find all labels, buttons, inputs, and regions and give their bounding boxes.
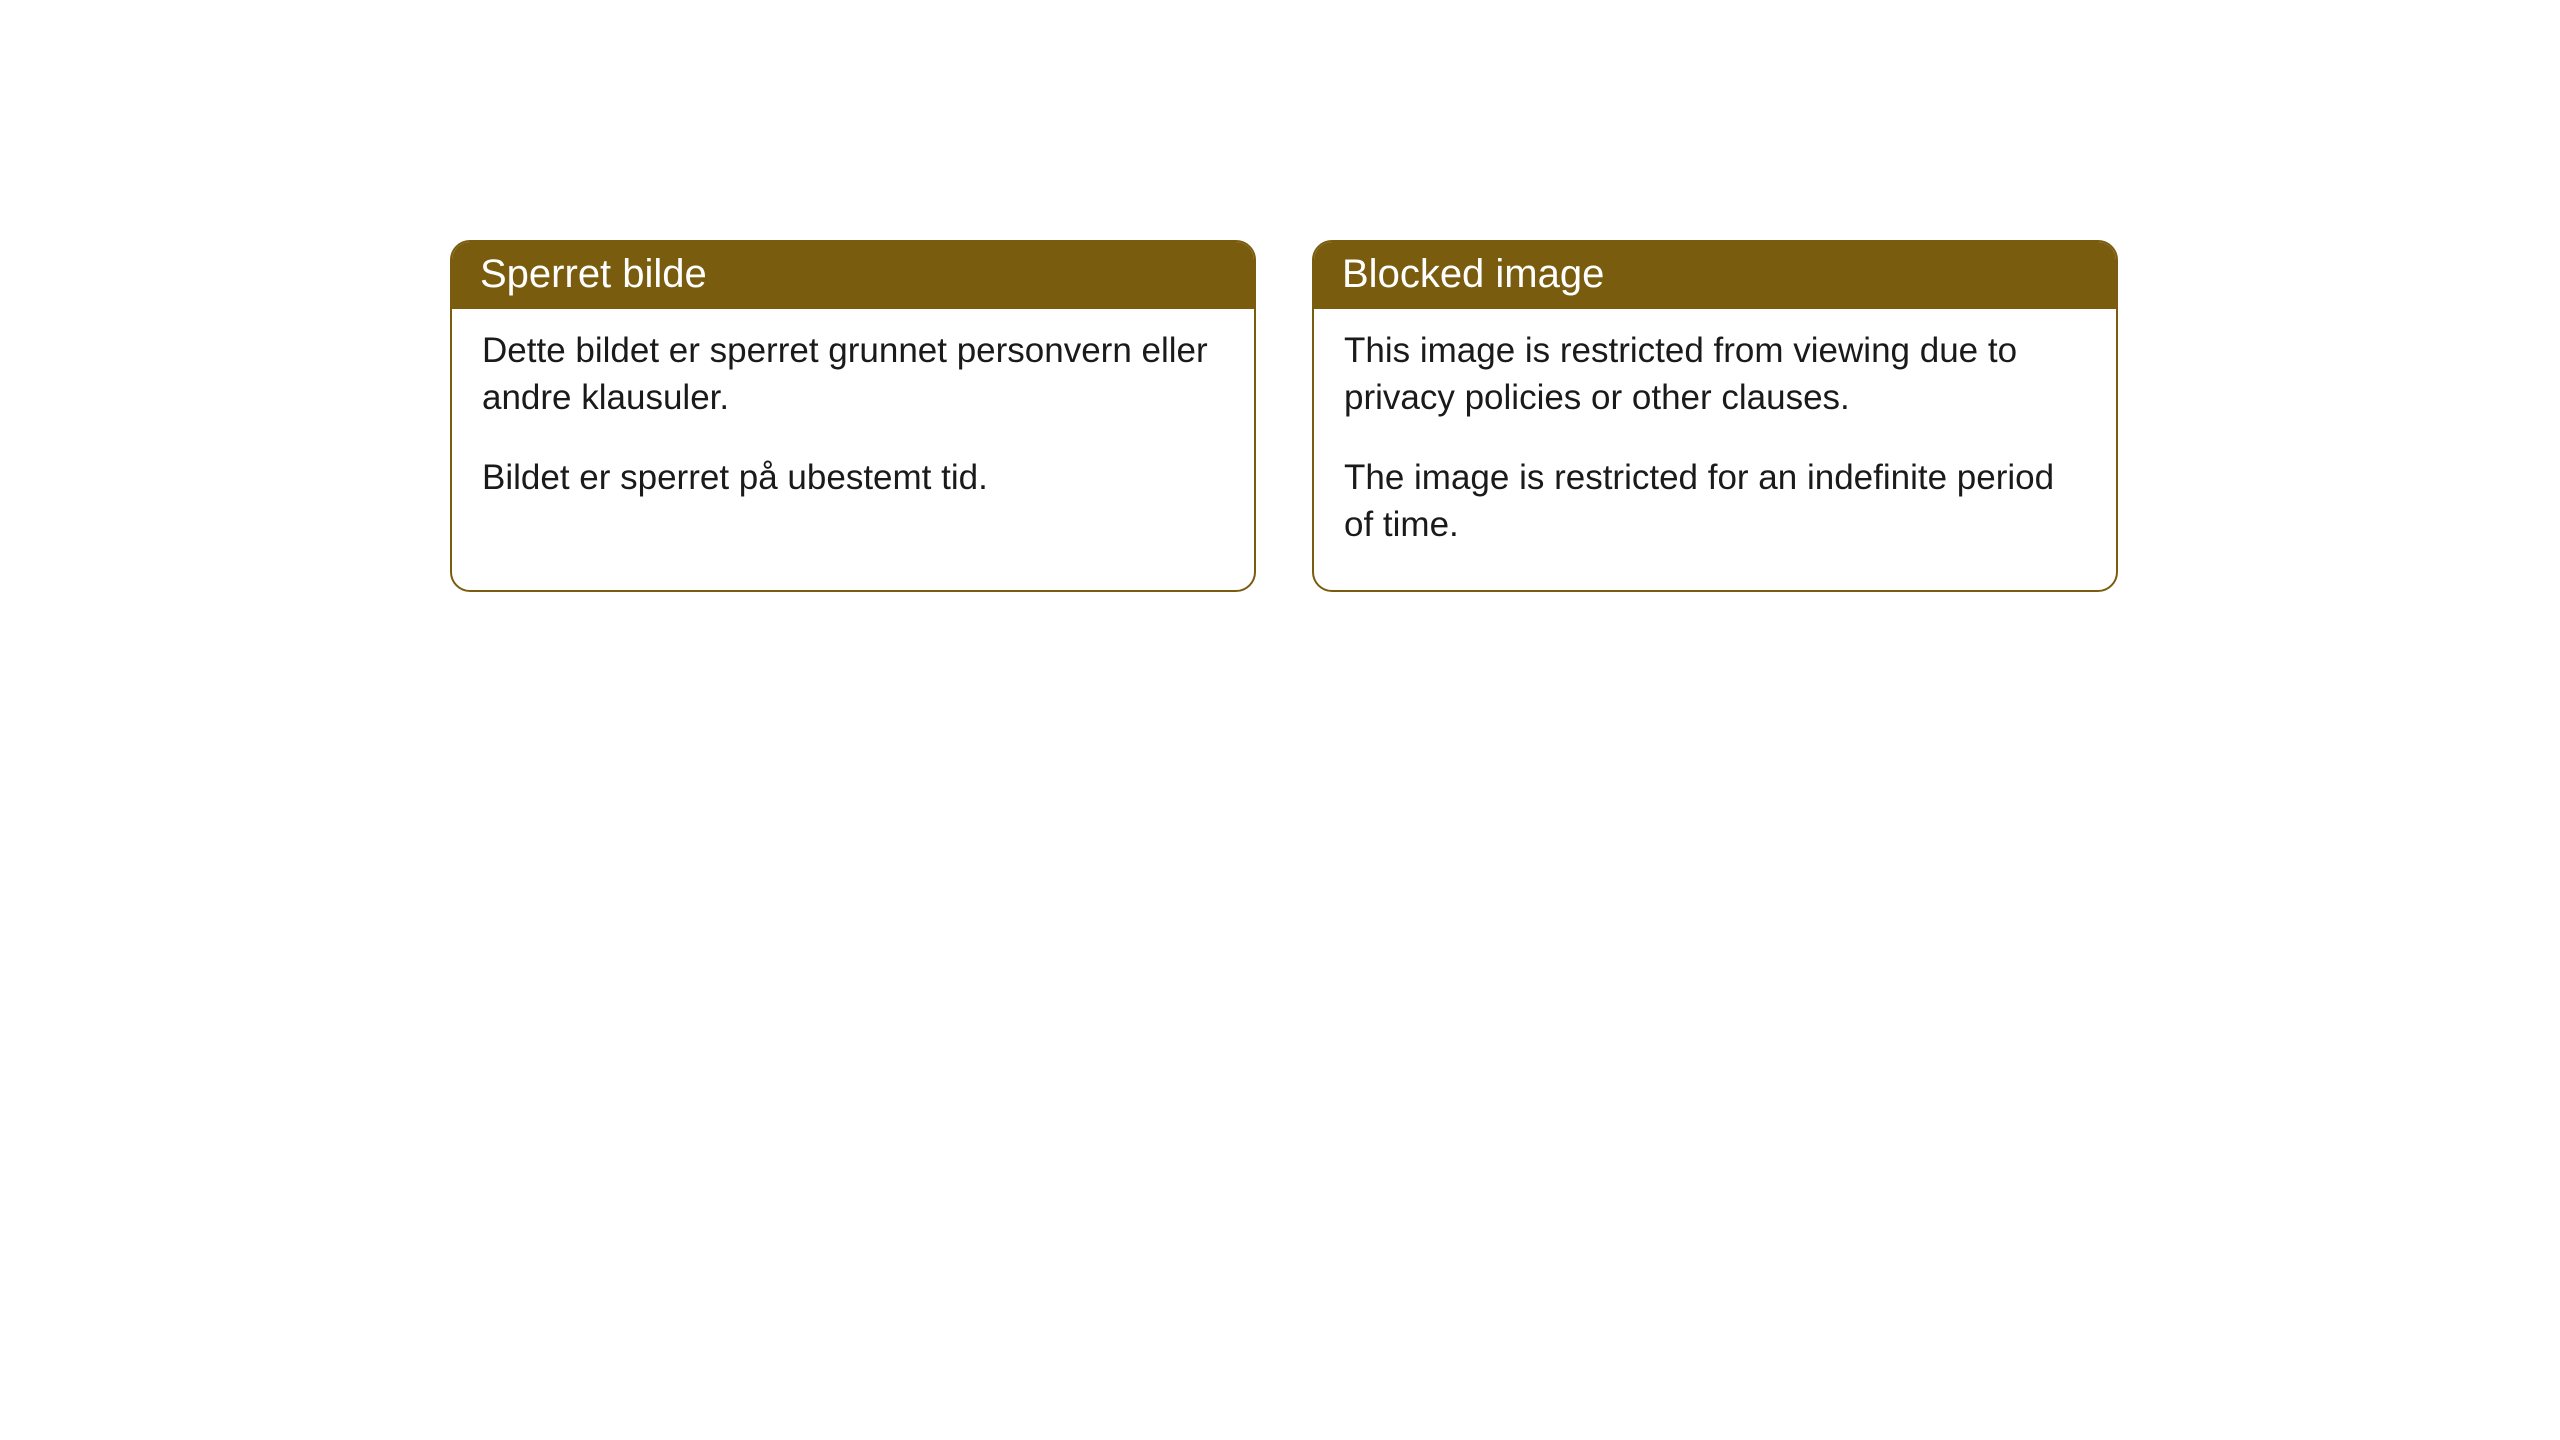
card-header: Sperret bilde [452, 242, 1254, 309]
card-paragraph-2: The image is restricted for an indefinit… [1344, 454, 2086, 549]
card-header: Blocked image [1314, 242, 2116, 309]
card-paragraph-2: Bildet er sperret på ubestemt tid. [482, 454, 1224, 501]
blocked-image-card-norwegian: Sperret bilde Dette bildet er sperret gr… [450, 240, 1256, 592]
notice-cards-container: Sperret bilde Dette bildet er sperret gr… [450, 240, 2560, 592]
card-paragraph-1: This image is restricted from viewing du… [1344, 327, 2086, 422]
card-paragraph-1: Dette bildet er sperret grunnet personve… [482, 327, 1224, 422]
card-body: Dette bildet er sperret grunnet personve… [452, 309, 1254, 543]
blocked-image-card-english: Blocked image This image is restricted f… [1312, 240, 2118, 592]
card-body: This image is restricted from viewing du… [1314, 309, 2116, 590]
